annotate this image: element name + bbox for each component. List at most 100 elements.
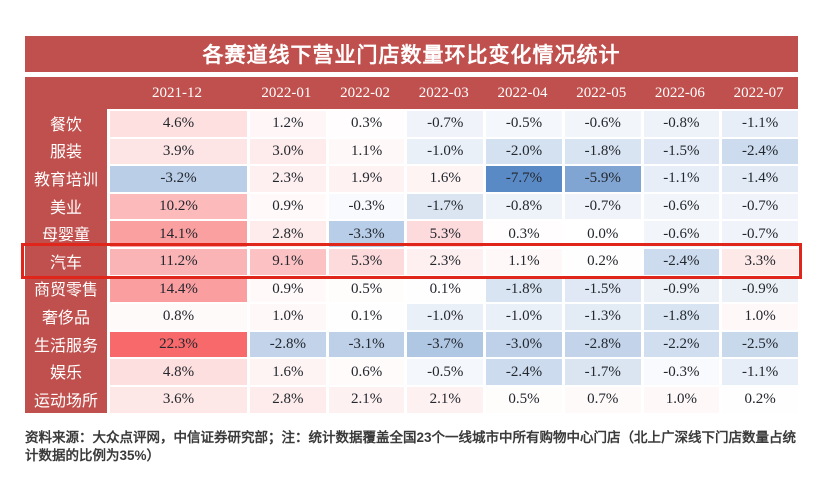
heatmap-cell: 4.8% xyxy=(107,357,247,385)
row-label: 商贸零售 xyxy=(25,274,107,303)
heatmap-cell: 2.8% xyxy=(247,384,326,413)
heatmap-cell: 0.3% xyxy=(325,109,405,137)
heatmap-cell: 1.0% xyxy=(719,302,798,330)
heatmap-cell: 3.6% xyxy=(107,384,247,413)
heatmap-cell: -5.9% xyxy=(561,164,641,192)
heatmap-cell: 2.1% xyxy=(404,384,484,413)
heatmap-cell: -1.7% xyxy=(404,191,484,220)
heatmap-table: 2021-12 2022-01 2022-02 2022-03 2022-04 2022-… xyxy=(25,77,798,413)
heatmap-cell: 1.6% xyxy=(247,357,326,385)
figure-title: 各赛道线下营业门店数量环比变化情况统计 xyxy=(25,36,798,72)
column-header: 2022-05 xyxy=(561,77,641,109)
heatmap-cell: 2.3% xyxy=(247,164,326,192)
row-label: 娱乐 xyxy=(25,357,107,385)
heatmap-cell: -0.7% xyxy=(719,191,798,220)
heatmap-cell: -1.5% xyxy=(640,136,720,165)
heatmap-cell: 0.3% xyxy=(483,219,562,247)
heatmap-cell: 11.2% xyxy=(107,246,247,275)
heatmap-cell: 0.2% xyxy=(561,246,641,275)
heatmap-cell: 14.1% xyxy=(107,219,247,247)
heatmap-cell: -2.4% xyxy=(640,246,720,275)
row-label: 教育培训 xyxy=(25,164,107,192)
heatmap-cell: 1.1% xyxy=(325,136,405,165)
heatmap-cell: 0.1% xyxy=(325,302,405,330)
row-label: 餐饮 xyxy=(25,109,107,137)
heatmap-cell: -0.3% xyxy=(640,357,720,385)
heatmap-cell: 0.6% xyxy=(325,357,405,385)
heatmap-cell: 0.9% xyxy=(247,191,326,220)
heatmap-cell: -1.5% xyxy=(561,274,641,303)
heatmap-cell: -0.8% xyxy=(483,191,562,220)
heatmap-cell: -2.0% xyxy=(483,136,562,165)
heatmap-cell: -1.8% xyxy=(561,136,641,165)
heatmap-cell: -2.4% xyxy=(719,136,798,165)
heatmap-cell: 1.0% xyxy=(247,302,326,330)
heatmap-cell: 1.0% xyxy=(640,384,720,413)
column-header: 2022-01 xyxy=(247,77,326,109)
column-header: 2022-07 xyxy=(719,77,798,109)
heatmap-cell: -0.5% xyxy=(404,357,484,385)
heatmap-cell: 14.4% xyxy=(107,274,247,303)
heatmap-cell: -3.0% xyxy=(483,329,562,358)
heatmap-cell: -7.7% xyxy=(483,164,562,192)
heatmap-cell: -0.9% xyxy=(719,274,798,303)
heatmap-cell: -0.7% xyxy=(561,191,641,220)
heatmap-cell: -0.7% xyxy=(404,109,484,137)
column-header: 2022-04 xyxy=(483,77,562,109)
column-header: 2022-03 xyxy=(404,77,484,109)
heatmap-cell: -1.1% xyxy=(719,109,798,137)
heatmap-cell: -3.3% xyxy=(325,219,405,247)
heatmap-cell: -0.9% xyxy=(640,274,720,303)
heatmap-cell: 0.5% xyxy=(325,274,405,303)
heatmap-cell: -2.5% xyxy=(719,329,798,358)
heatmap-cell: -2.4% xyxy=(483,357,562,385)
heatmap-cell: -2.8% xyxy=(247,329,326,358)
heatmap-cell: -0.3% xyxy=(325,191,405,220)
heatmap-cell: 0.7% xyxy=(561,384,641,413)
source-note: 资料来源：大众点评网，中信证券研究部；注：统计数据覆盖全国23个一线城市中所有购… xyxy=(25,430,797,463)
heatmap-cell: -3.2% xyxy=(107,164,247,192)
heatmap-cell: -1.0% xyxy=(404,136,484,165)
heatmap-cell: -0.7% xyxy=(719,219,798,247)
heatmap-cell: 0.1% xyxy=(404,274,484,303)
heatmap-cell: -1.3% xyxy=(561,302,641,330)
column-header: 2022-02 xyxy=(325,77,405,109)
heatmap-cell: 3.9% xyxy=(107,136,247,165)
heatmap-cell: 2.8% xyxy=(247,219,326,247)
row-label: 服装 xyxy=(25,136,107,165)
row-label: 母婴童 xyxy=(25,219,107,247)
heatmap-cell: 0.2% xyxy=(719,384,798,413)
heatmap-cell: 10.2% xyxy=(107,191,247,220)
heatmap-cell: -2.2% xyxy=(640,329,720,358)
heatmap-cell: 2.3% xyxy=(404,246,484,275)
heatmap-cell: -1.8% xyxy=(483,274,562,303)
heatmap-cell: -3.7% xyxy=(404,329,484,358)
heatmap-cell: -1.4% xyxy=(719,164,798,192)
heatmap-cell: -1.0% xyxy=(404,302,484,330)
heatmap-cell: -3.1% xyxy=(325,329,405,358)
heatmap-cell: 3.3% xyxy=(719,246,798,275)
heatmap-cell: 1.9% xyxy=(325,164,405,192)
column-header: 2021-12 xyxy=(107,77,247,109)
heatmap-cell: 0.9% xyxy=(247,274,326,303)
heatmap-cell: -1.1% xyxy=(640,164,720,192)
heatmap-cell: -0.6% xyxy=(640,219,720,247)
heatmap-cell: 1.6% xyxy=(404,164,484,192)
heatmap-cell: 0.0% xyxy=(561,219,641,247)
row-label: 汽车 xyxy=(25,246,107,275)
row-label: 奢侈品 xyxy=(25,302,107,330)
row-label: 运动场所 xyxy=(25,384,107,413)
heatmap-cell: 3.0% xyxy=(247,136,326,165)
table-corner-cell xyxy=(25,77,107,109)
heatmap-cell: -1.8% xyxy=(640,302,720,330)
heatmap-cell: -1.1% xyxy=(719,357,798,385)
row-label: 美业 xyxy=(25,191,107,220)
row-label: 生活服务 xyxy=(25,329,107,358)
heatmap-cell: -0.6% xyxy=(640,191,720,220)
heatmap-cell: -1.7% xyxy=(561,357,641,385)
heatmap-cell: 1.1% xyxy=(483,246,562,275)
heatmap-cell: 22.3% xyxy=(107,329,247,358)
heatmap-cell: 4.6% xyxy=(107,109,247,137)
heatmap-cell: 1.2% xyxy=(247,109,326,137)
